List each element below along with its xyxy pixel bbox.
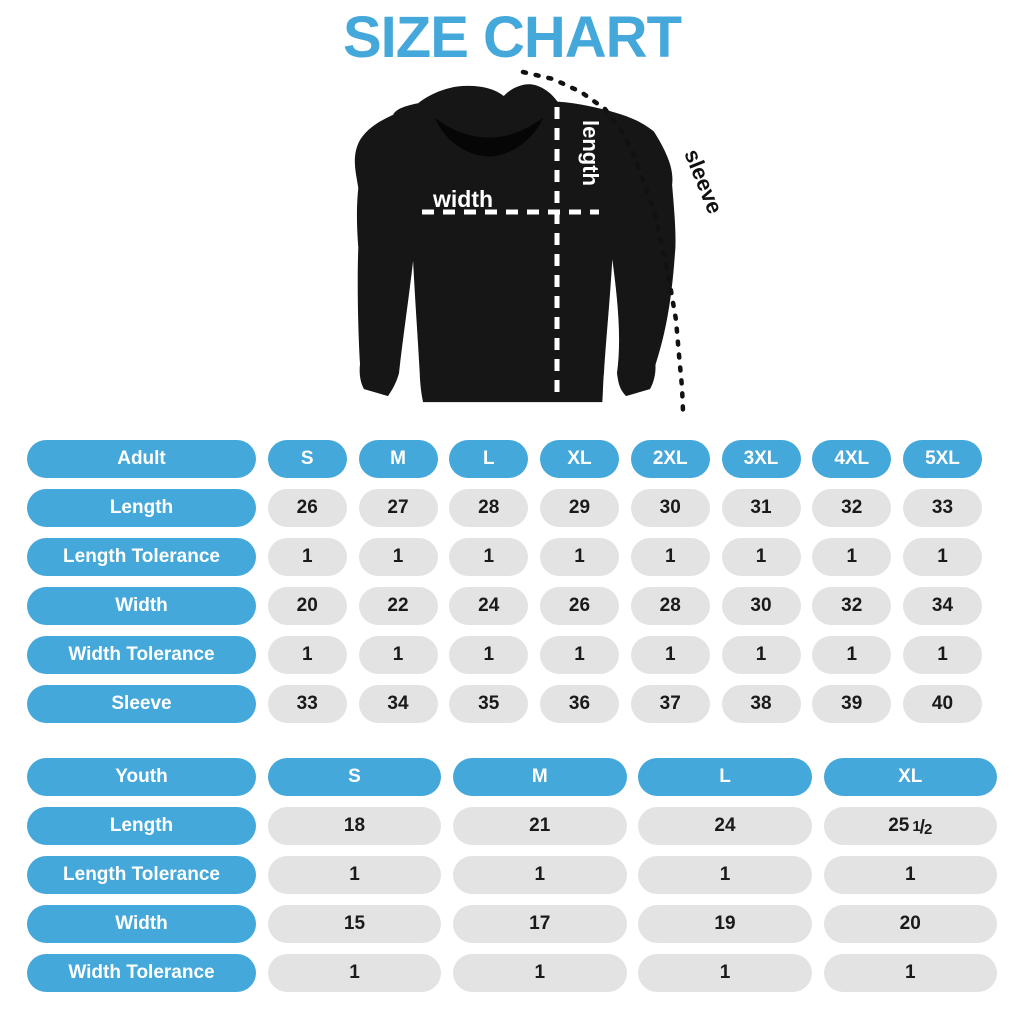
svg-text:sleeve: sleeve bbox=[679, 146, 727, 218]
svg-text:length: length bbox=[578, 120, 603, 186]
svg-text:width: width bbox=[432, 186, 493, 212]
